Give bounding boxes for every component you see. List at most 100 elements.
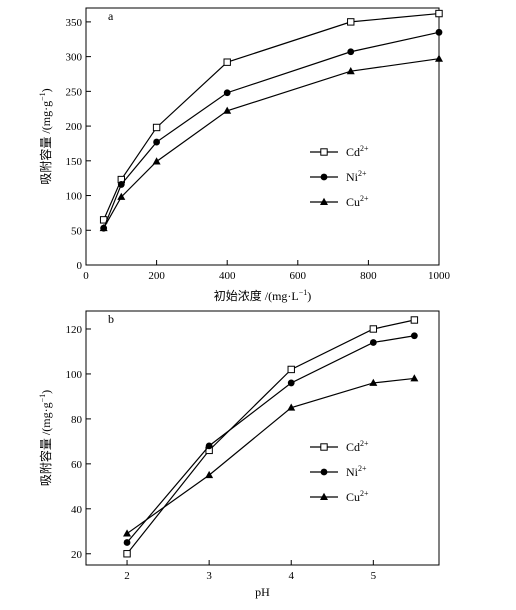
data-point [205, 470, 214, 479]
y-axis-label-end: ) [39, 88, 53, 92]
data-point [152, 123, 161, 132]
legend-label-name: Cd [346, 145, 360, 159]
data-point [369, 339, 377, 346]
x-tick-label: 5 [371, 570, 377, 582]
y-tick-label: 300 [66, 52, 83, 64]
x-axis-label-end: ) [307, 289, 311, 303]
x-tick-label: 200 [148, 270, 165, 282]
y-tick-label: 200 [66, 121, 83, 133]
series-line [126, 377, 415, 535]
legend-label-sup: 2+ [358, 464, 367, 473]
data-point [369, 378, 378, 386]
legend-marker [320, 197, 328, 205]
x-tick-label: 400 [219, 270, 236, 282]
x-tick-label: 800 [360, 270, 377, 282]
plot-frame [85, 310, 440, 566]
y-axis-label-main: 吸附容量 /(mg·g [38, 402, 53, 486]
legend-marker [320, 468, 328, 476]
data-point [153, 138, 161, 146]
y-tick-label: 250 [66, 86, 83, 98]
legend-marker [320, 148, 328, 156]
legend: Cd2+Ni2+Cu2+ [310, 439, 369, 504]
x-axis-label: pH [255, 585, 270, 599]
panel-label: a [108, 9, 114, 23]
legend-label-sup: 2+ [360, 439, 369, 448]
legend-label-name: Cu [346, 195, 360, 209]
legend-marker [320, 492, 328, 500]
data-point [152, 157, 161, 165]
x-tick-label: 2 [124, 570, 130, 582]
data-point [205, 442, 213, 450]
data-point [117, 181, 125, 188]
series-cu [123, 374, 419, 537]
data-point [287, 379, 295, 387]
x-axis-label: 初始浓度 /(mg·L−1) [214, 288, 312, 303]
data-point [410, 374, 419, 382]
series-cd [99, 9, 443, 224]
y-tick-label: 40 [71, 504, 83, 516]
legend-label: Cd2+ [346, 144, 369, 159]
series-line [126, 319, 415, 555]
x-axis-label-main: pH [255, 585, 270, 599]
y-tick-label: 80 [71, 414, 83, 426]
legend-label: Cd2+ [346, 439, 369, 454]
legend: Cd2+Ni2+Cu2+ [310, 144, 369, 209]
legend-label-name: Ni [346, 465, 359, 479]
y-axis-label-end: ) [39, 390, 53, 394]
legend-label: Ni2+ [346, 464, 367, 479]
legend-marker [320, 173, 328, 181]
legend-label-name: Cd [346, 440, 360, 454]
x-axis-label-sup: −1 [299, 288, 308, 297]
data-point [123, 550, 131, 558]
x-tick-label: 4 [288, 570, 294, 582]
legend-label-sup: 2+ [358, 169, 367, 178]
legend-label-sup: 2+ [360, 489, 369, 498]
panel-label: b [108, 312, 114, 326]
series-line [103, 12, 440, 221]
data-point [410, 332, 418, 340]
y-axis-label-sup: −1 [38, 92, 47, 101]
legend-label: Cu2+ [346, 489, 369, 504]
data-point [287, 365, 295, 374]
y-axis-label-sup: −1 [38, 394, 47, 403]
y-tick-label: 120 [66, 324, 83, 336]
data-point [410, 316, 419, 324]
data-point [435, 54, 443, 62]
y-tick-label: 50 [71, 225, 83, 237]
chart-panel-a: 0 200 400 600 800 1000 0 50 100 150 200 250 300 350 a 初… [38, 7, 451, 303]
data-point [369, 325, 378, 333]
x-tick-label: 600 [290, 270, 307, 282]
data-point [123, 539, 131, 546]
data-point [223, 58, 231, 66]
y-tick-label: 20 [71, 549, 83, 561]
x-tick-label: 1000 [428, 270, 451, 282]
series-ni [100, 28, 443, 232]
series-line [103, 31, 440, 229]
data-point [435, 28, 443, 36]
y-axis-label: 吸附容量 /(mg·g−1) [38, 88, 53, 184]
legend-label-name: Cu [346, 490, 360, 504]
y-tick-label: 100 [66, 369, 83, 381]
y-tick-label: 150 [66, 156, 83, 168]
y-axis-label: 吸附容量 /(mg·g−1) [38, 390, 53, 486]
data-point [117, 192, 126, 200]
y-tick-label: 350 [66, 17, 83, 29]
y-axis-label-main: 吸附容量 /(mg·g [38, 101, 53, 185]
x-tick-label: 3 [206, 570, 212, 582]
series-line [103, 58, 440, 229]
y-tick-label: 0 [77, 260, 83, 272]
legend-label-sup: 2+ [360, 194, 369, 203]
data-point [347, 48, 355, 56]
plot-frame [85, 7, 440, 266]
x-axis-label-main: 初始浓度 /(mg·L [214, 288, 299, 303]
legend-label: Ni2+ [346, 169, 367, 184]
data-point [435, 9, 443, 18]
series-line [126, 335, 415, 543]
data-point [347, 18, 355, 26]
data-point [99, 223, 108, 232]
data-point [346, 67, 355, 75]
y-tick-label: 60 [71, 459, 83, 471]
x-tick-label: 0 [83, 270, 89, 282]
